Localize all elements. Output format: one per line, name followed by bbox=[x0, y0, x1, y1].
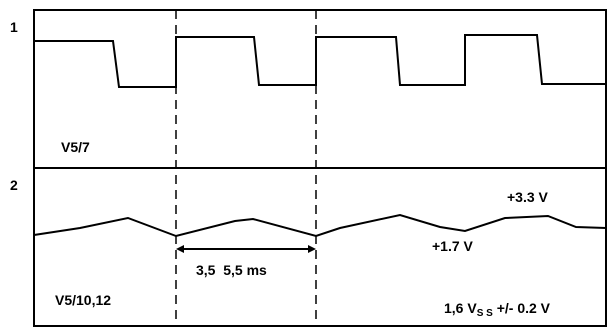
panel-1-frame bbox=[33, 9, 607, 169]
panel-1-number: 1 bbox=[10, 19, 18, 35]
square-wave-trace bbox=[34, 34, 606, 88]
timing-label: 3,5 5,5 ms bbox=[196, 262, 267, 278]
panel-2-frame bbox=[33, 167, 607, 327]
panel-1-label: V5/7 bbox=[61, 139, 90, 155]
vss-label: 1,6 VS S +/- 0.2 V bbox=[444, 300, 551, 319]
timing-arrow-head-right bbox=[308, 245, 316, 253]
upper-voltage-label: +3.3 V bbox=[507, 189, 549, 205]
panel-2-number: 2 bbox=[10, 177, 18, 193]
vss-subscript: S S bbox=[477, 308, 493, 319]
lower-voltage-label: +1.7 V bbox=[432, 238, 474, 254]
timing-arrow-head-left bbox=[176, 245, 184, 253]
ripple-wave-trace bbox=[33, 213, 607, 238]
vss-prefix: 1,6 V bbox=[444, 300, 477, 316]
vss-suffix: +/- 0.2 V bbox=[493, 300, 551, 316]
panel-2-label: V5/10,12 bbox=[55, 292, 111, 308]
